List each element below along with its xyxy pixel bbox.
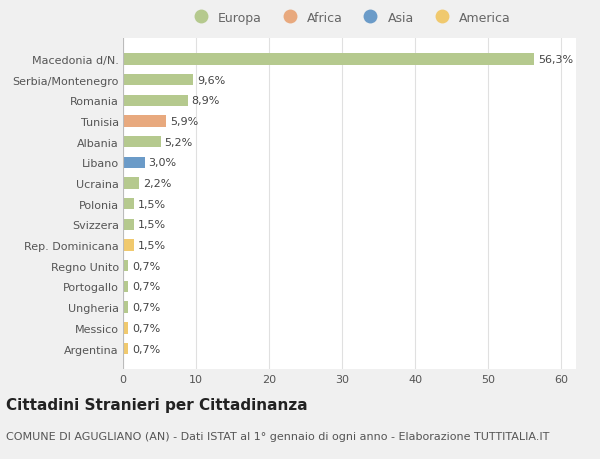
Bar — [123, 75, 193, 86]
Text: 8,9%: 8,9% — [191, 96, 220, 106]
Text: 0,7%: 0,7% — [132, 323, 160, 333]
Bar — [123, 302, 128, 313]
Text: 0,7%: 0,7% — [132, 261, 160, 271]
Text: 5,9%: 5,9% — [170, 117, 198, 127]
Bar — [123, 343, 128, 354]
Bar — [123, 157, 145, 168]
Bar — [123, 261, 128, 272]
Bar — [123, 95, 188, 106]
Text: Cittadini Stranieri per Cittadinanza: Cittadini Stranieri per Cittadinanza — [6, 397, 308, 412]
Bar — [123, 116, 166, 127]
Text: 2,2%: 2,2% — [143, 179, 171, 189]
Text: 0,7%: 0,7% — [132, 302, 160, 313]
Text: 9,6%: 9,6% — [197, 75, 225, 85]
Bar — [123, 323, 128, 334]
Text: 1,5%: 1,5% — [137, 220, 166, 230]
Text: COMUNE DI AGUGLIANO (AN) - Dati ISTAT al 1° gennaio di ogni anno - Elaborazione : COMUNE DI AGUGLIANO (AN) - Dati ISTAT al… — [6, 431, 550, 442]
Bar — [123, 54, 535, 65]
Bar — [123, 137, 161, 148]
Text: 0,7%: 0,7% — [132, 282, 160, 292]
Text: 1,5%: 1,5% — [137, 199, 166, 209]
Text: 0,7%: 0,7% — [132, 344, 160, 354]
Text: 5,2%: 5,2% — [164, 137, 193, 147]
Text: 56,3%: 56,3% — [538, 55, 573, 65]
Bar — [123, 178, 139, 189]
Legend: Europa, Africa, Asia, America: Europa, Africa, Asia, America — [183, 6, 516, 29]
Text: 1,5%: 1,5% — [137, 241, 166, 251]
Bar — [123, 240, 134, 251]
Text: 3,0%: 3,0% — [149, 158, 176, 168]
Bar — [123, 219, 134, 230]
Bar — [123, 281, 128, 292]
Bar — [123, 199, 134, 210]
